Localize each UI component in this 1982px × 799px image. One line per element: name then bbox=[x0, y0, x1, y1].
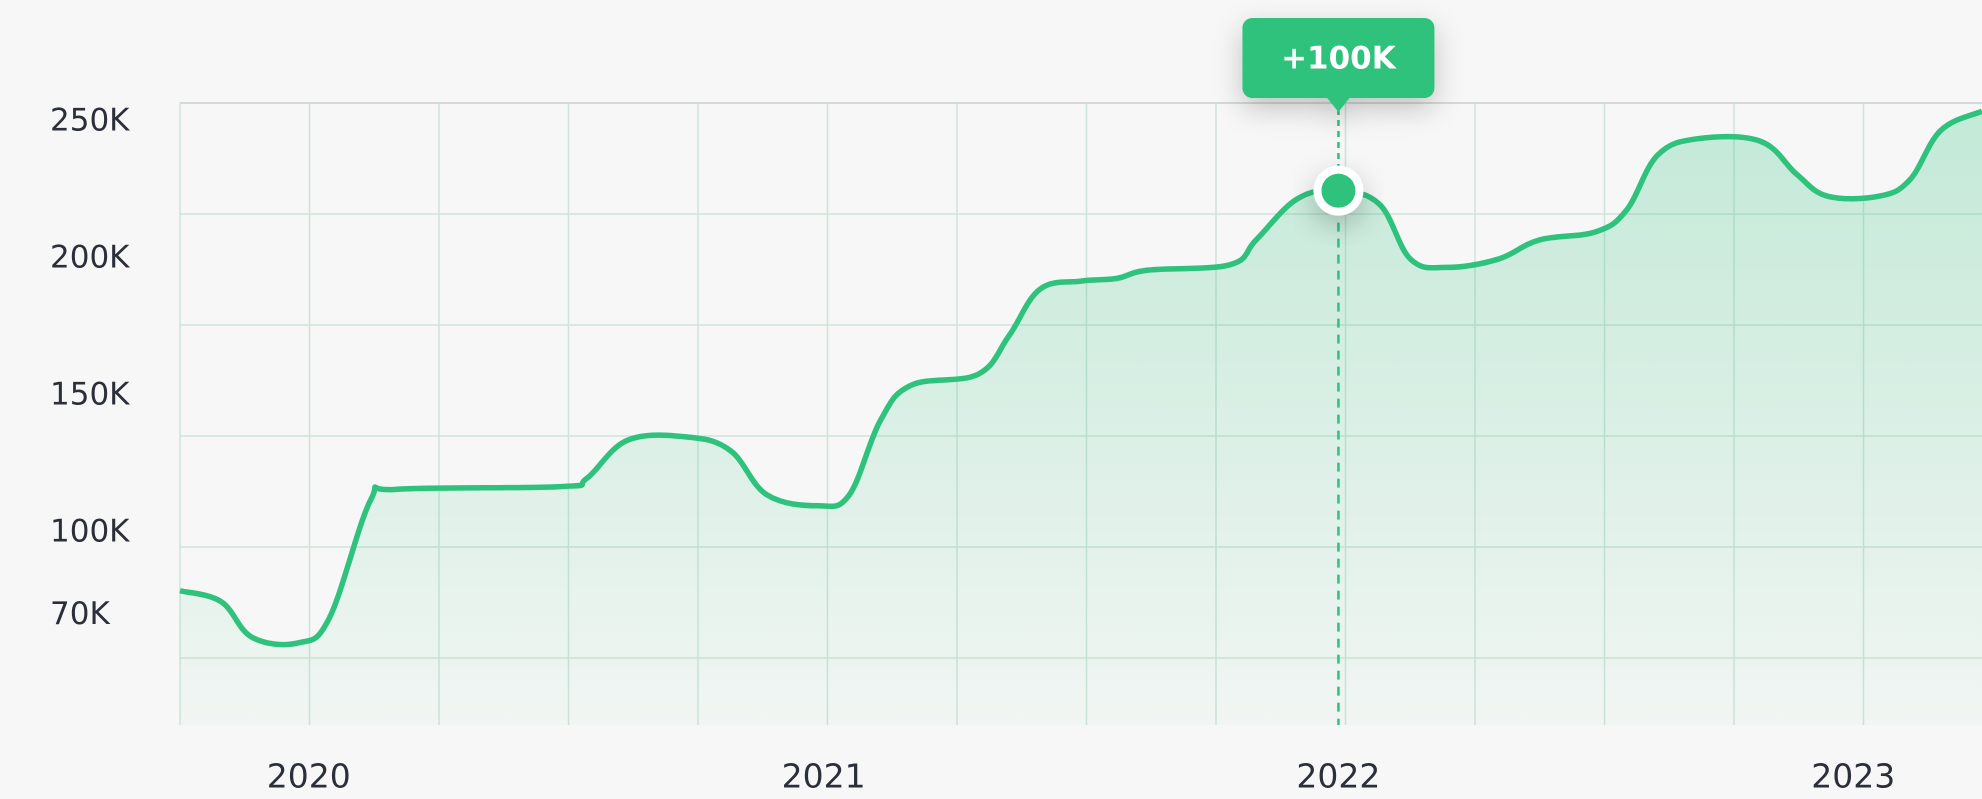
x-tick-label: 2022 bbox=[1296, 757, 1380, 796]
y-tick-label: 250K bbox=[50, 103, 130, 139]
x-tick-label: 2023 bbox=[1811, 757, 1895, 796]
tooltip-pointer bbox=[1326, 97, 1351, 112]
y-tick-label: 70K bbox=[50, 596, 110, 632]
y-tick-label: 150K bbox=[50, 377, 130, 413]
tooltip-box bbox=[1242, 18, 1435, 98]
x-tick-label: 2020 bbox=[267, 757, 351, 796]
x-tick-label: 2021 bbox=[782, 757, 866, 796]
line bbox=[179, 108, 1982, 648]
y-tick-label: 100K bbox=[50, 514, 130, 550]
area bbox=[180, 111, 1982, 725]
highlight-dot bbox=[1321, 173, 1356, 208]
plot: +100K bbox=[179, 18, 1982, 725]
tooltip bbox=[1242, 18, 1435, 112]
y-tick-label: 200K bbox=[50, 240, 130, 276]
tooltip-text: +100K bbox=[1281, 41, 1397, 77]
